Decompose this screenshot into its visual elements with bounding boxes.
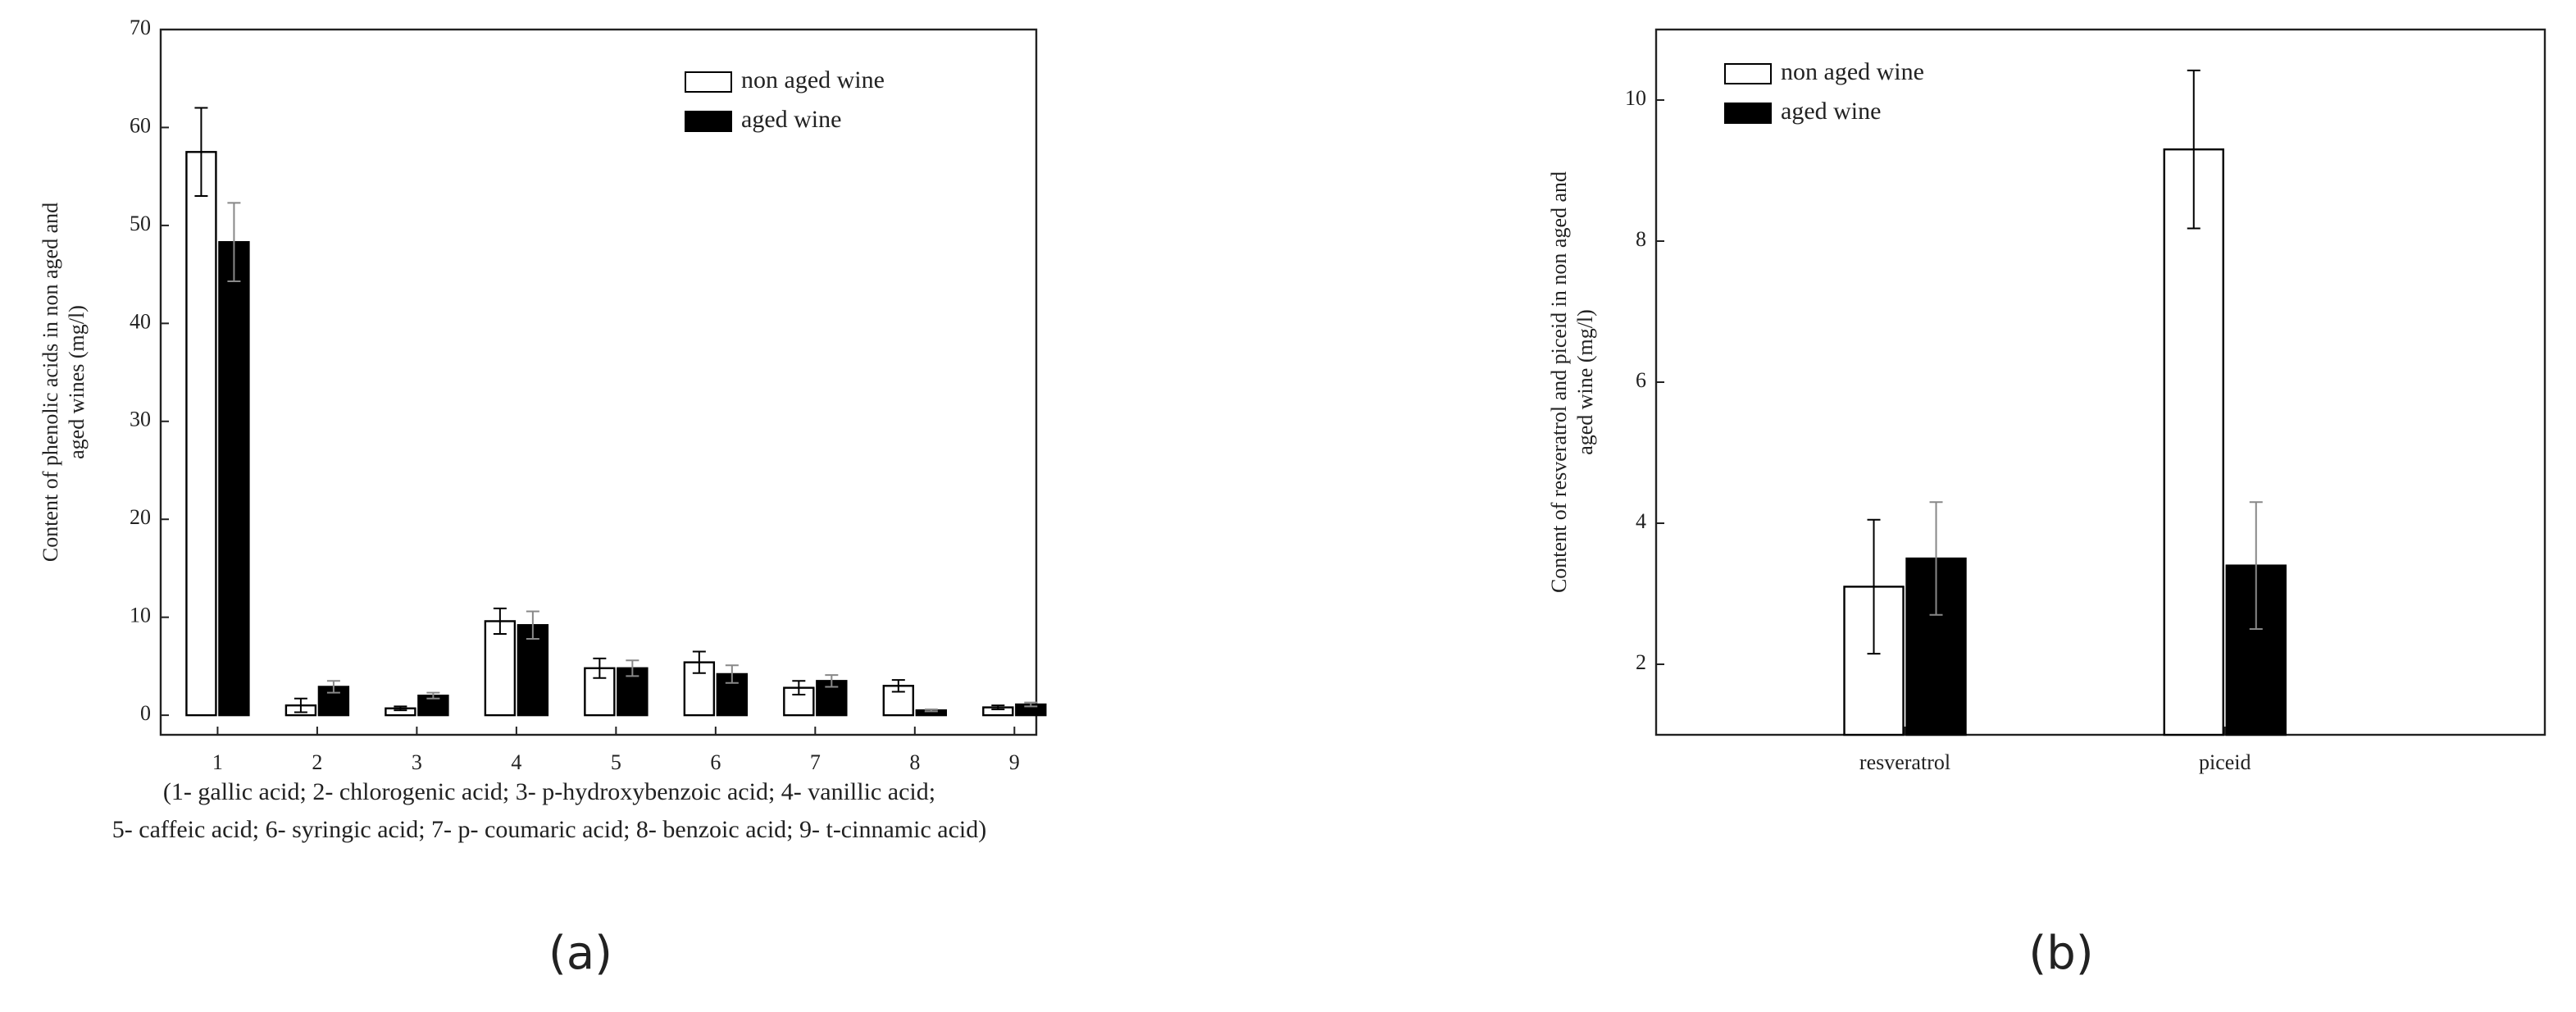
y-tick-label: 50 (130, 212, 151, 235)
x-tick-label: 6 (710, 750, 721, 774)
legend-swatch (685, 111, 732, 132)
x-tick-label: 4 (511, 750, 521, 774)
bar (517, 624, 549, 717)
panel-label: (a) (548, 927, 612, 980)
legend-label: aged wine (1781, 98, 1881, 125)
error-bar (1024, 701, 1038, 708)
y-axis-label-line: aged wines (mg/l) (65, 305, 89, 459)
y-tick-label: 0 (140, 701, 151, 725)
x-tick-label: 5 (611, 750, 621, 774)
error-bar (493, 607, 507, 635)
y-axis-label-line: aged wine (mg/l) (1573, 309, 1597, 455)
legend-label: non aged wine (741, 66, 885, 93)
y-tick-label: 10 (1625, 86, 1646, 110)
error-bar (692, 650, 706, 674)
category-key: (1- gallic acid; 2- chlorogenic acid; 3-… (163, 778, 935, 805)
y-tick-label: 10 (130, 604, 151, 627)
plot-frame (1654, 28, 2546, 736)
y-axis-label: Content of phenolic acids in non aged an… (39, 203, 89, 562)
error-bar (227, 202, 241, 282)
error-bar (526, 610, 539, 640)
error-bar (924, 708, 938, 713)
y-axis-label-line: Content of resveratrol and piceid in non… (1547, 171, 1571, 593)
legend-label: aged wine (741, 106, 841, 133)
error-bar (891, 679, 905, 693)
y-tick-label: 30 (130, 408, 151, 431)
y-tick-label: 20 (130, 505, 151, 529)
error-bar (2187, 69, 2201, 230)
x-tick-label: 2 (312, 750, 322, 774)
legend-swatch (685, 71, 732, 93)
y-tick-label: 2 (1636, 650, 1646, 674)
error-bar (825, 674, 839, 688)
legend-label: non aged wine (1781, 58, 1924, 85)
bar (2163, 148, 2224, 736)
legend-swatch (1724, 103, 1772, 124)
bar (185, 151, 217, 717)
y-axis-label: Content of resveratrol and piceid in non… (1547, 171, 1597, 593)
panel-label: (b) (2028, 927, 2093, 980)
x-tick-label: resveratrol (1859, 750, 1950, 774)
y-tick-label: 4 (1636, 509, 1646, 533)
x-tick-label: 7 (810, 750, 821, 774)
y-tick-label: 40 (130, 309, 151, 333)
x-tick-label: 3 (412, 750, 422, 774)
error-bar (394, 705, 407, 712)
error-bar (792, 680, 806, 696)
error-bar (2249, 501, 2263, 630)
legend-swatch (1724, 63, 1772, 84)
x-tick-label: 1 (212, 750, 223, 774)
error-bar (1867, 518, 1881, 655)
bar (484, 620, 517, 717)
y-tick-label: 6 (1636, 368, 1646, 392)
x-tick-label: 8 (909, 750, 920, 774)
y-axis-label-line: Content of phenolic acids in non aged an… (39, 203, 62, 562)
bar (218, 240, 250, 717)
y-tick-label: 60 (130, 113, 151, 137)
error-bar (725, 664, 739, 684)
error-bar (326, 680, 340, 694)
x-tick-label: piceid (2199, 750, 2251, 774)
error-bar (426, 691, 440, 700)
error-bar (991, 704, 1005, 710)
y-tick-label: 8 (1636, 227, 1646, 251)
category-key: 5- caffeic acid; 6- syringic acid; 7- p-… (112, 816, 986, 843)
y-tick-label: 70 (130, 16, 151, 39)
error-bar (194, 107, 208, 198)
error-bar (626, 659, 639, 677)
error-bar (1929, 501, 1943, 616)
error-bar (593, 657, 607, 679)
plot-frame (159, 28, 1038, 736)
bar (584, 667, 616, 717)
x-tick-label: 9 (1009, 750, 1020, 774)
error-bar (294, 697, 307, 713)
